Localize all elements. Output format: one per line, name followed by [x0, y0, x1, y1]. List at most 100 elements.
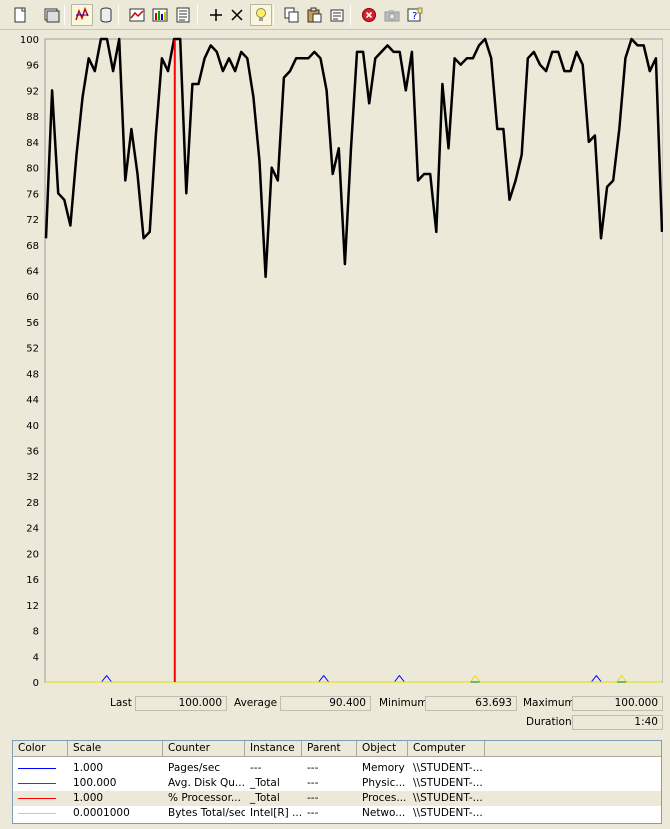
y-tick-label: 32	[26, 472, 39, 483]
y-tick-label: 0	[33, 678, 39, 689]
legend-header-counter[interactable]: Counter	[163, 741, 245, 757]
minimum-label: Minimum	[379, 697, 428, 709]
legend-cell-scale: 0.0001000	[73, 807, 130, 819]
y-tick-label: 64	[26, 266, 39, 277]
histogram-icon	[152, 8, 168, 22]
y-tick-label: 56	[26, 318, 39, 329]
plus-icon	[210, 9, 222, 21]
legend-cell-instance: _Total	[250, 777, 280, 789]
new-counter-set-button[interactable]	[9, 4, 31, 26]
y-tick-label: 88	[26, 112, 39, 123]
copy-icon	[284, 7, 299, 23]
y-tick-label: 52	[26, 344, 39, 355]
legend-cell-computer: \\STUDENT-...	[413, 777, 483, 789]
paste-counter-list-button[interactable]	[303, 4, 325, 26]
legend-header-color[interactable]: Color	[13, 741, 68, 757]
maximum-label: Maximum	[523, 697, 575, 709]
color-swatch	[18, 798, 56, 799]
legend-cell-object: Physic...	[362, 777, 406, 789]
plot-area	[44, 38, 663, 683]
counter-legend[interactable]: Color Scale Counter Instance Parent Object Com…	[12, 740, 662, 824]
y-tick-label: 68	[26, 241, 39, 252]
legend-cell-object: Netwo...	[362, 807, 406, 819]
camera-icon	[384, 10, 400, 22]
y-tick-label: 36	[26, 447, 39, 458]
paste-icon	[307, 7, 322, 23]
view-histogram-button[interactable]	[149, 4, 171, 26]
copy-properties-button[interactable]	[281, 4, 303, 26]
legend-cell-parent: ---	[307, 792, 319, 804]
add-counter-button[interactable]	[205, 4, 227, 26]
y-tick-label: 84	[26, 138, 39, 149]
view-current-activity-button[interactable]	[71, 4, 93, 26]
freeze-display-button[interactable]	[358, 4, 380, 26]
legend-header-scale[interactable]: Scale	[68, 741, 163, 757]
y-tick-label: 24	[26, 524, 39, 535]
series-line-4	[46, 675, 662, 683]
legend-cell-parent: ---	[307, 807, 319, 819]
legend-row[interactable]: 100.000 Avg. Disk Qu... _Total --- Physic...…	[13, 776, 661, 791]
legend-cell-computer: \\STUDENT-...	[413, 762, 483, 774]
toolbar-separator	[197, 5, 198, 25]
toolbar: ?	[0, 0, 670, 30]
x-icon	[231, 9, 243, 21]
legend-cell-instance: ---	[250, 762, 262, 774]
graph-icon	[129, 8, 145, 22]
graph-panel: 100 96 92 88 84 80 76 72 68 64 60 56 52 48 44 40 36 32 28 2…	[7, 31, 663, 691]
legend-cell-computer: \\STUDENT-...	[413, 807, 483, 819]
last-value: 100.000	[135, 696, 227, 711]
report-icon	[176, 7, 190, 23]
y-tick-label: 16	[26, 575, 39, 586]
legend-header-parent[interactable]: Parent	[302, 741, 357, 757]
legend-row[interactable]: 1.000 % Processor... _Total --- Proces... \\S…	[13, 791, 661, 806]
performance-graph: 1009692888480767268646056524844403632282…	[20, 35, 663, 689]
highlight-button[interactable]	[250, 4, 272, 26]
database-icon	[100, 7, 112, 23]
clear-display-button[interactable]	[41, 4, 63, 26]
new-document-icon	[14, 7, 26, 23]
legend-header: Color Scale Counter Instance Parent Object Com…	[13, 741, 661, 757]
legend-cell-counter: Avg. Disk Qu...	[168, 777, 245, 789]
y-tick-label: 100	[20, 35, 39, 46]
y-tick-label: 8	[33, 627, 39, 638]
duration-label: Duration	[526, 716, 572, 728]
y-tick-label: 48	[26, 369, 39, 380]
toolbar-separator	[64, 5, 65, 25]
delete-counter-button[interactable]	[226, 4, 248, 26]
legend-cell-counter: % Processor...	[168, 792, 241, 804]
legend-header-object[interactable]: Object	[357, 741, 408, 757]
legend-cell-scale: 1.000	[73, 762, 104, 774]
help-button[interactable]: ?	[404, 4, 426, 26]
y-tick-label: 96	[26, 61, 39, 72]
y-tick-label: 92	[26, 86, 39, 97]
view-log-data-button[interactable]	[95, 4, 117, 26]
legend-row[interactable]: 1.000 Pages/sec --- --- Memory \\STUDENT-...	[13, 761, 661, 776]
svg-text:?: ?	[412, 11, 417, 22]
legend-header-computer[interactable]: Computer	[408, 741, 485, 757]
toolbar-separator	[118, 5, 119, 25]
color-swatch	[18, 813, 56, 814]
help-icon: ?	[407, 7, 423, 22]
properties-button[interactable]	[326, 4, 348, 26]
stop-icon	[362, 8, 376, 22]
view-graph-button[interactable]	[126, 4, 148, 26]
legend-header-instance[interactable]: Instance	[245, 741, 302, 757]
toolbar-separator	[350, 5, 351, 25]
y-tick-label: 72	[26, 215, 39, 226]
color-swatch	[18, 783, 56, 784]
y-tick-label: 40	[26, 421, 39, 432]
y-tick-label: 12	[26, 601, 39, 612]
legend-cell-scale: 1.000	[73, 792, 104, 804]
legend-row[interactable]: 0.0001000 Bytes Total/sec Intel[R] ... --- N…	[13, 806, 661, 821]
y-tick-label: 4	[33, 652, 39, 663]
legend-cell-counter: Bytes Total/sec	[168, 807, 245, 819]
update-data-button	[381, 4, 403, 26]
y-tick-label: 60	[26, 292, 39, 303]
view-report-button[interactable]	[172, 4, 194, 26]
y-tick-label: 76	[26, 189, 39, 200]
legend-cell-computer: \\STUDENT-...	[413, 792, 483, 804]
average-value: 90.400	[280, 696, 371, 711]
legend-cell-parent: ---	[307, 762, 319, 774]
legend-cell-parent: ---	[307, 777, 319, 789]
y-tick-label: 28	[26, 498, 39, 509]
